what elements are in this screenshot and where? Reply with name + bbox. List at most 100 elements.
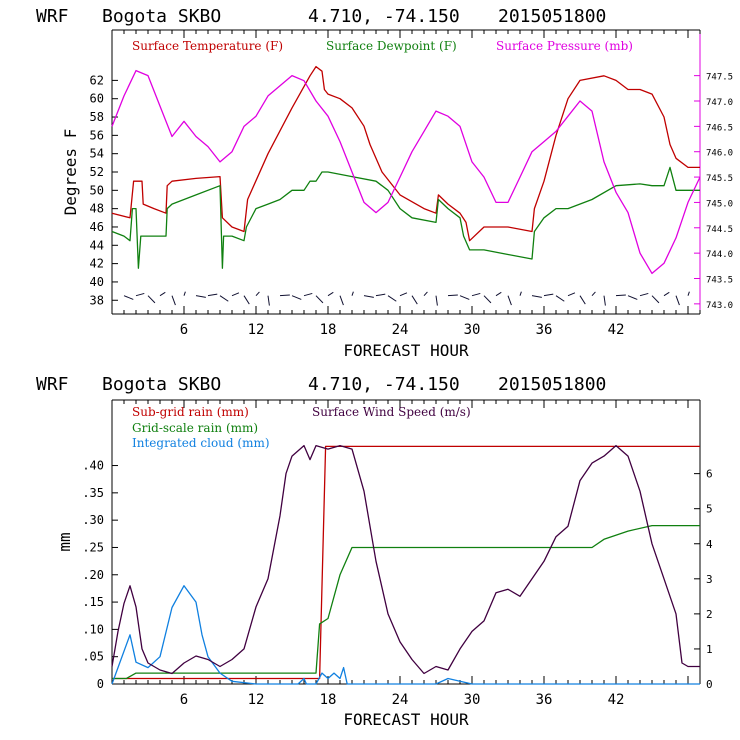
wind-barb <box>543 293 554 297</box>
wind-barb <box>135 292 145 297</box>
precipitation-panel: WRF Bogota SKBO 4.710, -74.150 2015051800 6 1… <box>36 374 713 729</box>
x-tick-label: 12 <box>248 692 265 708</box>
x-tick-label: 24 <box>392 692 409 708</box>
wind-barb <box>447 294 458 297</box>
wind-barb <box>483 295 492 304</box>
y-right-tick-label: 743.0 <box>706 301 733 311</box>
y-right-tick-label: 746.0 <box>706 149 733 159</box>
y-left-tick-label: .30 <box>82 513 104 527</box>
y-left-tick-label: .10 <box>82 622 104 636</box>
x-tick-label: 12 <box>248 322 265 338</box>
wind-barb <box>315 295 324 304</box>
y-right-tick-label: 743.5 <box>706 276 733 286</box>
header-init-time: 2015051800 <box>498 374 606 395</box>
wind-barb <box>123 295 134 300</box>
y-right-tick-label: 744.5 <box>706 225 733 235</box>
wind-barb <box>243 295 250 305</box>
y-axis-label: mm <box>55 532 74 551</box>
wind-barb <box>267 295 270 306</box>
header-model: WRF <box>36 6 69 27</box>
x-tick-label: 36 <box>536 692 553 708</box>
x-tick-label: 24 <box>392 322 409 338</box>
y-right-tick-label: 747.0 <box>706 98 733 108</box>
y-left-tick-label: .25 <box>82 540 104 554</box>
x-tick-label: 30 <box>464 322 481 338</box>
wind-barb <box>615 294 626 297</box>
wind-barb <box>303 292 313 297</box>
x-tick-label: 42 <box>608 692 625 708</box>
y-left-tick-label: 54 <box>90 147 104 161</box>
wind-barb <box>171 295 176 306</box>
y-left-tick-label: 44 <box>90 238 104 252</box>
y-left-tick-label: 52 <box>90 165 104 179</box>
wind-barb <box>351 291 354 296</box>
header-init-time: 2015051800 <box>498 6 606 27</box>
series-line-0 <box>112 445 700 680</box>
wind-barb <box>423 291 428 297</box>
x-tick-label: 6 <box>180 692 188 708</box>
y-left-tick-label: 48 <box>90 202 104 216</box>
wind-barb <box>471 292 481 297</box>
legend-entry: Sub-grid rain (mm) <box>132 405 249 419</box>
y-left-tick-label: 58 <box>90 110 104 124</box>
wind-barb <box>279 294 290 297</box>
wind-barb <box>651 295 660 304</box>
wind-barb <box>435 295 438 306</box>
header-station: Bogota SKBO <box>102 374 221 395</box>
y-right-tick-label: 1 <box>706 643 713 656</box>
legend-entry: Surface Dewpoint (F) <box>326 39 457 53</box>
y-right-tick-label: 6 <box>706 468 713 481</box>
x-tick-label: 18 <box>320 322 337 338</box>
y-axis-label: Degrees F <box>61 129 80 216</box>
y-right-tick-label: 4 <box>706 538 713 551</box>
wind-barb <box>531 295 542 298</box>
x-tick-label: 18 <box>320 692 337 708</box>
x-tick-label: 36 <box>536 322 553 338</box>
wind-barb <box>183 291 186 296</box>
legend-entry: Surface Pressure (mb) <box>496 39 633 53</box>
wind-barb <box>507 295 512 306</box>
series-line-1 <box>112 524 700 680</box>
wind-barb <box>579 295 586 305</box>
y-right-tick-label: 744.0 <box>706 250 733 260</box>
x-tick-label: 42 <box>608 322 625 338</box>
wind-barb <box>675 295 680 306</box>
header-station: Bogota SKBO <box>102 6 221 27</box>
wind-barb <box>159 291 166 297</box>
wind-barb <box>495 291 502 297</box>
y-right-tick-label: 745.0 <box>706 199 733 209</box>
y-left-tick-label: 38 <box>90 293 104 307</box>
y-left-tick-label: .20 <box>82 568 104 582</box>
x-axis-label: FORECAST HOUR <box>343 710 469 729</box>
wind-barb <box>459 295 470 300</box>
legend-entry: Surface Temperature (F) <box>132 39 283 53</box>
wind-barb <box>291 295 302 300</box>
y-left-tick-label: 62 <box>90 73 104 87</box>
header-coords: 4.710, -74.150 <box>308 6 460 27</box>
y-left-tick-label: 40 <box>90 275 104 289</box>
y-left-tick-label: 46 <box>90 220 104 234</box>
y-right-tick-label: 3 <box>706 573 713 586</box>
y-left-tick-label: .05 <box>82 650 104 664</box>
series-line-3 <box>111 444 700 675</box>
wind-barb <box>399 292 408 297</box>
y-left-tick-label: .40 <box>82 459 104 473</box>
y-left-tick-label: 60 <box>90 92 104 106</box>
wind-barb <box>387 295 397 302</box>
y-left-tick-label: 50 <box>90 183 104 197</box>
y-right-tick-label: 745.5 <box>706 174 733 184</box>
y-left-tick-label: .35 <box>82 486 104 500</box>
wind-barb <box>195 295 206 298</box>
wind-barb <box>567 292 576 297</box>
wind-barb <box>627 295 638 300</box>
y-right-tick-label: 2 <box>706 608 713 621</box>
wind-barb <box>219 295 229 302</box>
legend-entry: Surface Wind Speed (m/s) <box>312 405 471 419</box>
wind-barb <box>207 293 218 297</box>
wind-barb <box>639 292 649 297</box>
wind-barb <box>591 291 596 297</box>
y-left-tick-label: 56 <box>90 128 104 142</box>
y-left-tick-label: 42 <box>90 257 104 271</box>
y-right-tick-label: 0 <box>706 678 713 691</box>
